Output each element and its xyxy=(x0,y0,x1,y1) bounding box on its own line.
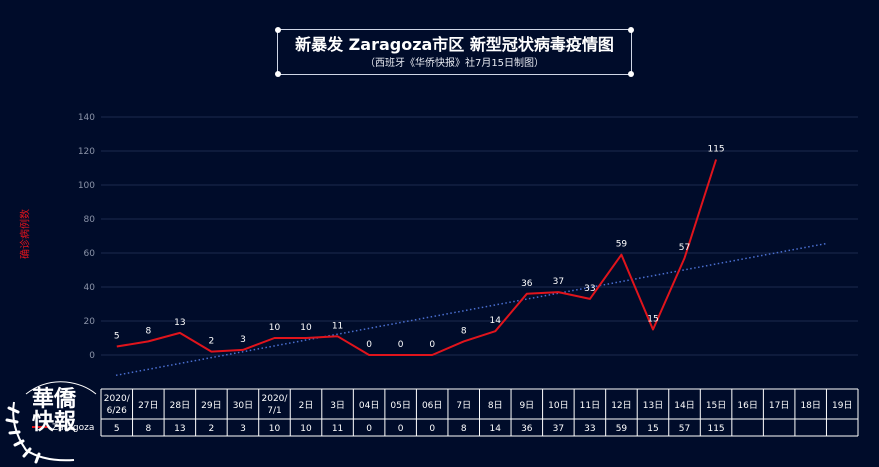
data-label: 0 xyxy=(366,340,372,350)
y-tick-labels: 0 20 40 60 80 100 120 140 xyxy=(78,113,95,361)
x-tick-label: 10日 xyxy=(548,400,568,411)
x-tick-label: 3日 xyxy=(330,400,345,411)
svg-text:華僑: 華僑 xyxy=(32,386,77,412)
data-table: 2020/6/26 5 27日 8 28日 13 29日 2 30日 3 2020/7/1 10 2日 1… xyxy=(32,388,859,437)
x-tick-label: 12日 xyxy=(611,400,631,411)
x-tick-label: 14日 xyxy=(674,400,694,411)
data-label: 59 xyxy=(616,240,628,250)
table-value: 0 xyxy=(429,424,435,434)
x-tick-label: 28日 xyxy=(170,400,190,411)
x-tick-label: 17日 xyxy=(769,400,789,411)
table-value: 36 xyxy=(521,424,533,434)
table-value: 0 xyxy=(398,424,404,434)
y-tick-label: 40 xyxy=(84,283,96,293)
table-value: 115 xyxy=(707,424,724,434)
x-tick-label: 11日 xyxy=(580,400,600,411)
data-label: 8 xyxy=(145,326,151,336)
x-tick-label: 9日 xyxy=(519,400,534,411)
table-value: 15 xyxy=(647,424,658,434)
x-tick-label: 04日 xyxy=(359,400,379,411)
data-label: 3 xyxy=(240,335,246,345)
data-label: 10 xyxy=(269,323,281,333)
data-label: 11 xyxy=(332,321,343,331)
chart-title: 新暴发 Zaragoza市区 新型冠状病毒疫情图 xyxy=(295,35,614,54)
table-value: 0 xyxy=(366,424,372,434)
trendline-group xyxy=(115,242,828,377)
y-tick-label: 140 xyxy=(78,113,95,123)
data-label: 5 xyxy=(114,332,120,342)
table-value: 5 xyxy=(114,424,120,434)
diario-de-china-logo: 華僑 快報 xyxy=(4,372,154,464)
corner-dot xyxy=(275,71,281,77)
data-label: 0 xyxy=(398,340,404,350)
legend-label: Zaragoza xyxy=(52,423,94,433)
y-tick-label: 120 xyxy=(78,147,95,157)
table-value: 14 xyxy=(490,424,502,434)
x-tick-label: 8日 xyxy=(488,400,503,411)
series-line-group xyxy=(116,159,718,356)
gridlines xyxy=(101,116,858,356)
chart-subtitle: （西班牙《华侨快报》社7月15日制图） xyxy=(364,58,545,69)
corner-dot xyxy=(275,27,281,33)
data-label: 115 xyxy=(707,145,724,155)
x-tick-label: 7/1 xyxy=(267,406,281,416)
x-tick-label: 27日 xyxy=(138,400,158,411)
data-label: 37 xyxy=(553,277,564,287)
x-tick-label: 2020/ xyxy=(262,394,289,404)
table-value: 13 xyxy=(174,424,185,434)
y-tick-label: 0 xyxy=(89,351,95,361)
table-value: 37 xyxy=(553,424,564,434)
data-label: 57 xyxy=(679,243,690,253)
y-tick-label: 60 xyxy=(84,249,96,259)
y-tick-label: 100 xyxy=(78,181,95,191)
x-tick-label: 7日 xyxy=(456,400,471,411)
table-value: 10 xyxy=(300,424,312,434)
corner-dot xyxy=(628,27,634,33)
table-value: 8 xyxy=(145,424,151,434)
data-label: 0 xyxy=(429,340,435,350)
x-tick-label: 29日 xyxy=(201,400,221,411)
x-tick-label: 18日 xyxy=(800,400,820,411)
data-labels: 5 8 13 2 3 10 10 11 0 0 0 8 14 36 37 33 59 15 57 115 xyxy=(114,145,725,351)
series-line xyxy=(116,159,718,356)
corner-dot xyxy=(628,71,634,77)
x-tick-label: 19日 xyxy=(832,400,852,411)
data-label: 33 xyxy=(584,284,595,294)
x-tick-label: 05日 xyxy=(390,400,410,411)
x-tick-label: 15日 xyxy=(706,400,726,411)
data-label: 13 xyxy=(174,318,185,328)
y-tick-label: 80 xyxy=(84,215,96,225)
table-value: 8 xyxy=(461,424,467,434)
table-value: 10 xyxy=(269,424,281,434)
x-tick-label: 2020/ xyxy=(104,394,131,404)
table-value: 59 xyxy=(616,424,628,434)
table-value: 11 xyxy=(332,424,343,434)
x-tick-label: 6/26 xyxy=(107,406,127,416)
table-value: 3 xyxy=(240,424,246,434)
x-tick-label: 30日 xyxy=(233,400,253,411)
data-label: 2 xyxy=(209,337,215,347)
data-label: 8 xyxy=(461,326,467,336)
title-box: 新暴发 Zaragoza市区 新型冠状病毒疫情图 （西班牙《华侨快报》社7月15… xyxy=(275,27,634,77)
x-tick-label: 2日 xyxy=(299,400,314,411)
x-tick-label: 16日 xyxy=(737,400,757,411)
x-tick-label: 13日 xyxy=(643,400,663,411)
table-value: 2 xyxy=(209,424,215,434)
data-label: 10 xyxy=(300,323,312,333)
data-label: 15 xyxy=(647,315,658,325)
svg-text:快報: 快報 xyxy=(32,409,77,435)
table-value: 57 xyxy=(679,424,690,434)
table-value: 33 xyxy=(584,424,595,434)
x-tick-label: 06日 xyxy=(422,400,442,411)
y-tick-label: 20 xyxy=(84,317,96,327)
data-label: 14 xyxy=(490,316,502,326)
trendline xyxy=(115,242,828,377)
data-label: 36 xyxy=(521,279,533,289)
